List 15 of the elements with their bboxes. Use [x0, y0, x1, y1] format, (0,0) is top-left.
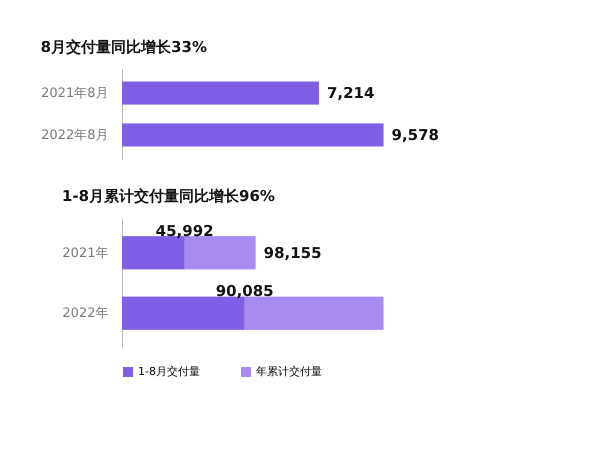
- y-tick-label: 2022年: [62, 306, 108, 322]
- total-label: 98,155: [264, 244, 322, 262]
- bar: [122, 296, 245, 330]
- y-tick-label: 2021年: [62, 246, 108, 261]
- data-label: 7,214: [326, 84, 374, 102]
- y-tick-label: 2021年8月: [41, 86, 108, 102]
- chart-title: 8月交付量同比增长33%: [40, 38, 207, 56]
- chart-title: 1-8月累计交付量同比增长96%: [62, 187, 275, 205]
- y-tick-label: 2022年8月: [41, 128, 108, 143]
- legend-label: 年累计交付量: [256, 365, 322, 378]
- data-label: 45,992: [156, 222, 214, 240]
- legend-label: 1-8月交付量: [138, 365, 200, 378]
- data-label: 90,085: [216, 282, 274, 300]
- data-label: 9,578: [392, 126, 439, 144]
- bar: [244, 296, 384, 330]
